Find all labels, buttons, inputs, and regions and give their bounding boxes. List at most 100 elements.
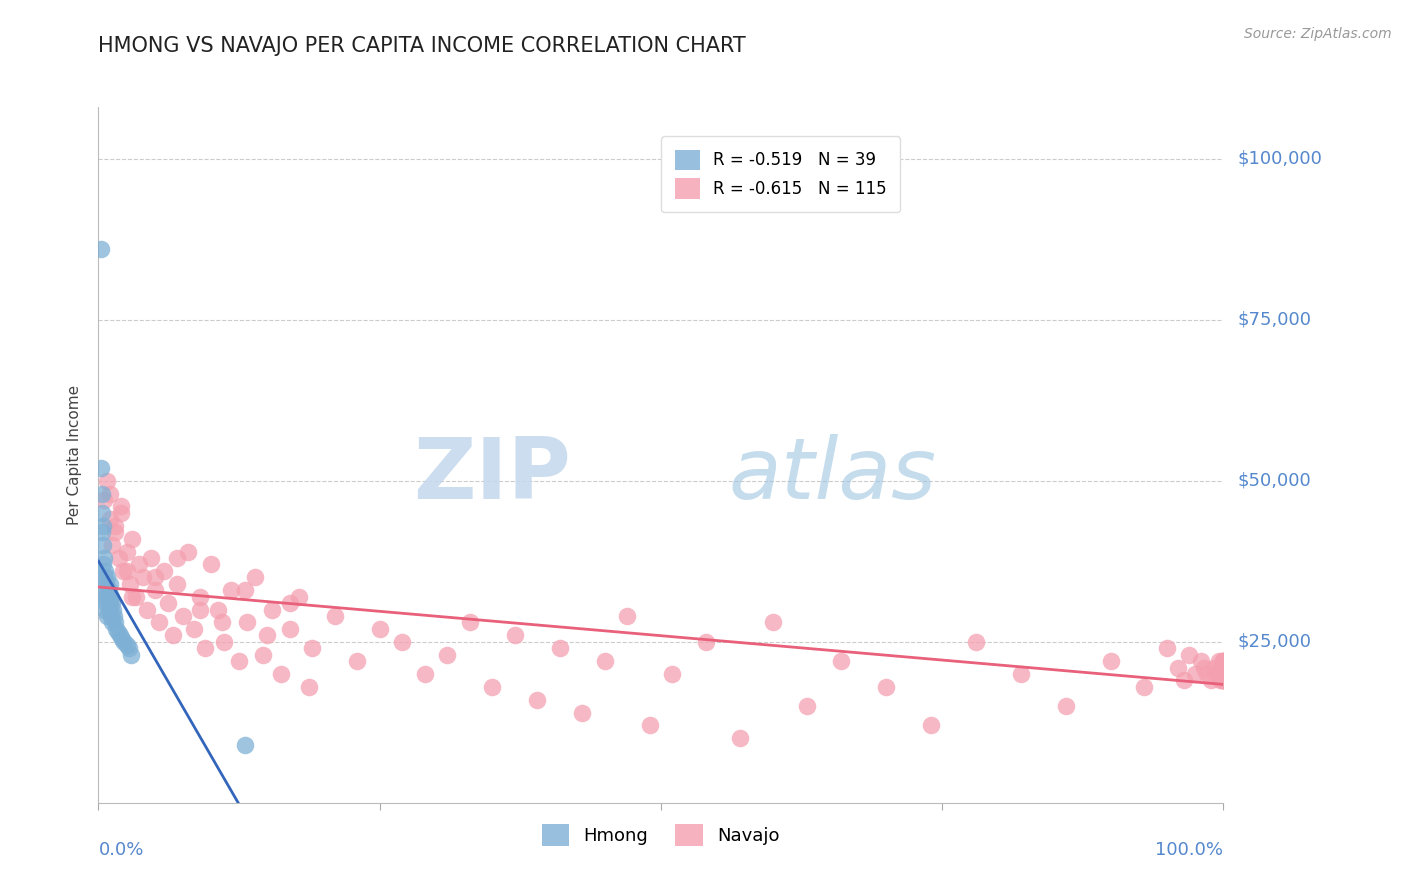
Point: [188, 590, 211, 604]
Point: [323, 609, 346, 624]
Point: [101, 538, 124, 552]
Point: [94, 564, 117, 578]
Point: [228, 654, 250, 668]
Point: [1197, 667, 1219, 681]
Point: [1189, 654, 1212, 668]
Point: [96, 576, 118, 591]
Text: $50,000: $50,000: [1237, 472, 1310, 490]
Point: [1212, 654, 1234, 668]
Point: [571, 706, 593, 720]
Text: HMONG VS NAVAJO PER CAPITA INCOME CORRELATION CHART: HMONG VS NAVAJO PER CAPITA INCOME CORREL…: [98, 36, 747, 55]
Point: [91, 558, 114, 572]
Point: [1211, 667, 1233, 681]
Point: [1173, 673, 1195, 688]
Point: [1212, 667, 1234, 681]
Point: [1212, 660, 1234, 674]
Point: [695, 634, 717, 648]
Point: [481, 680, 503, 694]
Point: [207, 602, 229, 616]
Point: [1205, 667, 1227, 681]
Point: [1156, 641, 1178, 656]
Point: [121, 590, 143, 604]
Point: [96, 570, 118, 584]
Point: [115, 638, 138, 652]
Point: [98, 576, 121, 591]
Point: [1204, 660, 1226, 674]
Point: [93, 551, 115, 566]
Point: [200, 558, 222, 572]
Point: [96, 590, 118, 604]
Point: [93, 570, 115, 584]
Point: [148, 615, 170, 630]
Point: [98, 596, 121, 610]
Point: [96, 474, 118, 488]
Point: [1184, 667, 1206, 681]
Point: [166, 551, 188, 566]
Point: [143, 570, 166, 584]
Point: [391, 634, 413, 648]
Text: Source: ZipAtlas.com: Source: ZipAtlas.com: [1244, 27, 1392, 41]
Point: [1212, 667, 1234, 681]
Point: [1212, 667, 1234, 681]
Point: [141, 551, 163, 566]
Point: [121, 532, 143, 546]
Point: [1192, 660, 1215, 674]
Point: [1212, 673, 1234, 688]
Text: 100.0%: 100.0%: [1156, 841, 1223, 859]
Point: [243, 570, 266, 584]
Point: [593, 654, 616, 668]
Point: [115, 564, 138, 578]
Point: [1054, 699, 1077, 714]
Point: [98, 512, 121, 526]
Point: [96, 609, 118, 624]
Text: $25,000: $25,000: [1237, 632, 1312, 651]
Point: [458, 615, 481, 630]
Point: [1212, 660, 1234, 674]
Point: [93, 590, 115, 604]
Point: [1167, 660, 1189, 674]
Point: [194, 641, 217, 656]
Point: [111, 632, 134, 646]
Point: [1133, 680, 1156, 694]
Point: [97, 602, 120, 616]
Point: [166, 576, 188, 591]
Point: [1209, 673, 1232, 688]
Point: [1209, 660, 1232, 674]
Point: [1099, 654, 1122, 668]
Point: [93, 493, 115, 508]
Point: [100, 609, 122, 624]
Point: [118, 576, 141, 591]
Point: [1010, 667, 1032, 681]
Point: [101, 596, 124, 610]
Point: [124, 590, 146, 604]
Point: [503, 628, 526, 642]
Point: [211, 615, 233, 630]
Legend: Hmong, Navajo: Hmong, Navajo: [534, 816, 787, 853]
Point: [298, 680, 321, 694]
Point: [252, 648, 274, 662]
Point: [1208, 654, 1230, 668]
Point: [346, 654, 368, 668]
Point: [96, 596, 118, 610]
Point: [1212, 667, 1234, 681]
Point: [91, 518, 114, 533]
Point: [830, 654, 852, 668]
Point: [177, 544, 200, 558]
Point: [1212, 660, 1234, 674]
Point: [219, 583, 242, 598]
Point: [1212, 667, 1234, 681]
Point: [157, 596, 180, 610]
Point: [1212, 660, 1234, 674]
Point: [90, 242, 112, 256]
Point: [90, 525, 112, 540]
Point: [287, 590, 309, 604]
Point: [548, 641, 571, 656]
Point: [368, 622, 391, 636]
Point: [104, 525, 127, 540]
Point: [103, 609, 125, 624]
Point: [1199, 673, 1222, 688]
Point: [110, 506, 132, 520]
Point: [233, 738, 256, 752]
Text: $100,000: $100,000: [1237, 150, 1322, 168]
Point: [1212, 673, 1234, 688]
